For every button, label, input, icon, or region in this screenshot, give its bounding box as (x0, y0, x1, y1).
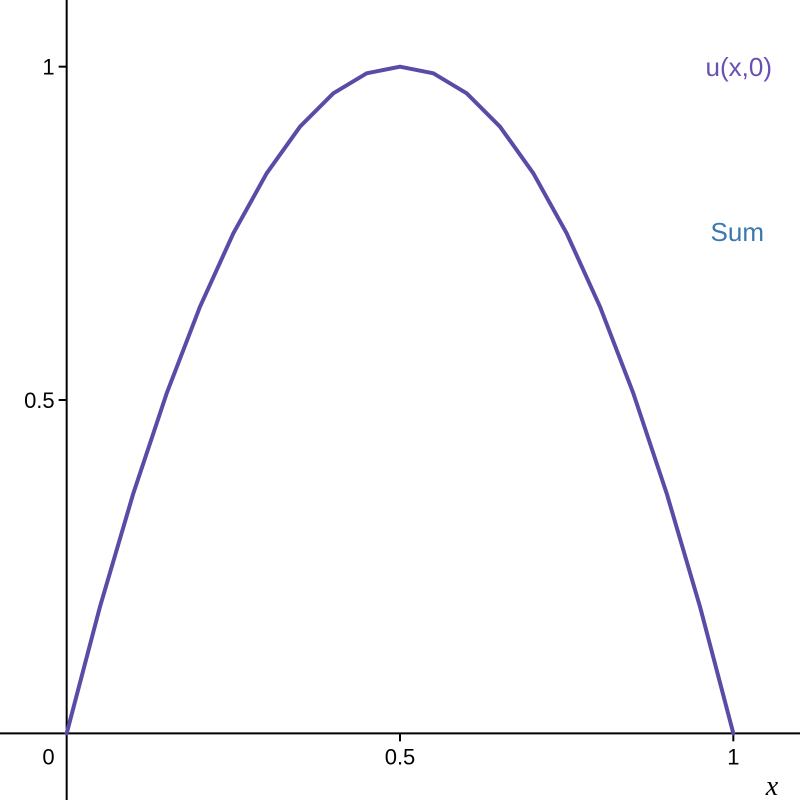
legend-entry-u: u(x,0) (706, 52, 772, 82)
legend-entry-sum: Sum (711, 217, 764, 247)
x-tick-label: 0 (42, 744, 54, 769)
x-tick-label: 1 (727, 744, 739, 769)
data-point (666, 493, 667, 494)
series-line-0 (64, 64, 736, 736)
data-point (233, 233, 234, 234)
data-point (100, 606, 101, 607)
data-point (600, 306, 601, 307)
data-point (333, 93, 334, 94)
data-point (400, 66, 401, 67)
y-tick-label: 1 (42, 55, 54, 80)
data-point (300, 126, 301, 127)
data-point (133, 493, 134, 494)
data-point (266, 173, 267, 174)
axis-ticks: 0 0.5 1 0.5 1 (24, 55, 739, 770)
data-point (633, 393, 634, 394)
data-point (366, 73, 367, 74)
x-axis-title: x (765, 771, 779, 800)
data-point (566, 233, 567, 234)
series-curves (64, 64, 736, 736)
data-point (200, 306, 201, 307)
data-point (66, 733, 67, 734)
y-tick-label: 0.5 (24, 388, 55, 413)
data-point (500, 126, 501, 127)
data-point (533, 173, 534, 174)
data-point (466, 93, 467, 94)
data-point (433, 73, 434, 74)
data-point (733, 733, 734, 734)
data-point (166, 393, 167, 394)
x-tick-label: 0.5 (385, 744, 416, 769)
data-point (700, 606, 701, 607)
